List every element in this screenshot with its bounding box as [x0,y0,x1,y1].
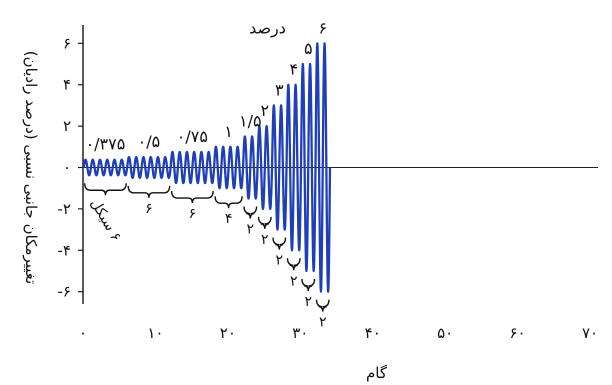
cycle-brace [286,258,301,271]
cycle-count-label: ۲ [290,273,298,289]
amplitude-label: ۴ [289,60,298,79]
cycle-brace [272,237,287,250]
x-axis-title: گام [366,364,388,382]
amplitude-label: ۳ [275,80,284,99]
x-tick-label: ۶۰ [510,324,526,342]
cycle-brace [243,206,258,219]
percent-label: درصد [249,18,286,38]
y-tick-label: ۲ [63,117,71,135]
x-tick-label: ۳۰ [292,324,308,342]
y-tick-label: ۰ [63,159,71,177]
amplitude-label: ۱ [224,122,233,141]
x-tick-label: ۴۰ [365,324,381,342]
cycle-count-label: ۶ [145,201,153,217]
y-tick-label: -۶ [58,283,71,301]
cycle-count-label: ۲ [247,222,255,238]
amplitude-label: ۲ [260,101,269,120]
cycle-brace [301,278,316,291]
x-tick-label: ۲۰ [220,324,236,342]
y-tick-label: ۶ [63,34,71,52]
x-tick-label: ۱۰ [147,324,163,342]
amplitude-label: ۰/۵ [138,132,161,151]
cycle-brace [84,183,127,196]
x-tick-label: ۰ [79,324,87,342]
cycle-count-label: ۲ [319,315,327,331]
cycle-count-label: ۲ [276,253,284,269]
y-axis-title: تغییرمکان جانبی نسبی (درصد رادیان) [22,51,40,284]
amplitude-label: ۰/۷۵ [177,127,208,146]
amplitude-label: ۵ [304,39,313,58]
cycle-count-label: ۶ [189,206,197,222]
y-tick-label: -۴ [58,241,71,259]
cycle-count-label: ۲ [304,294,312,310]
amplitude-label: ۰/۳۷۵ [86,135,126,154]
y-tick-label: ۴ [63,76,71,94]
amplitude-label: ۶ [318,18,327,37]
signal [82,42,332,293]
cycle-brace [127,185,171,198]
cycle-count-label: ۲ [261,232,269,248]
labels: درصد گام تغییرمکان جانبی نسبی (درصد رادی… [22,18,388,382]
cycle-brace [214,196,243,209]
cycle-count-label: ۶ سیکل [87,196,124,244]
displacement-series-line [82,42,332,293]
cycle-brace [257,216,272,229]
amplitude-label: ۱/۵ [239,111,262,130]
cycle-count-label: ۴ [225,211,233,227]
x-tick-label: ۷۰ [582,324,598,342]
cycle-brace [315,299,330,312]
cycle-brace [170,190,214,204]
y-tick-label: -۲ [58,200,71,218]
x-tick-label: ۵۰ [437,324,453,342]
